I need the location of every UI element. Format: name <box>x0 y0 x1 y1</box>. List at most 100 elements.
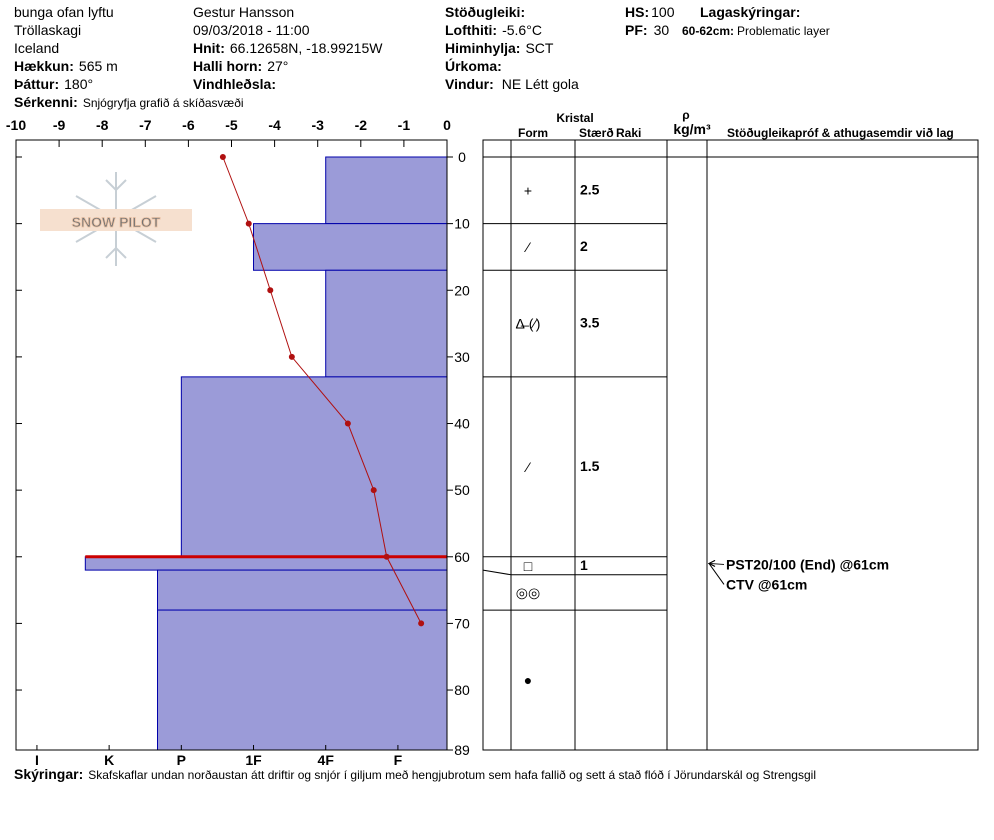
label: Lofthiti: <box>445 22 497 38</box>
label: HS: <box>625 4 649 20</box>
label: Sérkenni: <box>14 94 78 110</box>
hardness-tick-label: P <box>177 752 186 768</box>
value: SCT <box>525 40 553 56</box>
temperature-point <box>288 353 295 360</box>
pf: PF: 30 <box>625 22 669 38</box>
temperature-line <box>222 156 422 624</box>
temperature-point <box>370 487 377 494</box>
layer-connector <box>482 569 512 576</box>
y-tick-label: 30 <box>454 349 470 365</box>
grain-size: 1.5 <box>580 458 600 474</box>
y-tick-label: 60 <box>454 549 470 565</box>
test-comment: CTV @61cm <box>726 576 807 592</box>
grain-form: □ <box>524 558 533 574</box>
temperature-point <box>267 287 274 294</box>
value: Snjógryfja grafið á skíðasvæði <box>83 96 244 110</box>
table-header: Raki <box>616 126 641 140</box>
temperature-point <box>344 420 351 427</box>
logo: SNOW PILOT <box>40 172 192 266</box>
temperature-point <box>383 553 390 560</box>
hardness-bar <box>180 376 448 558</box>
value: NE Létt gola <box>502 76 579 92</box>
wind: Vindur: NE Létt gola <box>445 76 579 92</box>
hardness-bar <box>325 269 448 378</box>
hardness-tick-label: I <box>35 752 39 768</box>
hardness-bar <box>325 156 448 225</box>
precip: Úrkoma: <box>445 57 502 74</box>
temperature-point <box>219 154 226 160</box>
test-arrow <box>708 562 725 565</box>
coords: Hnit: 66.12658N, -18.99215W <box>193 40 383 56</box>
y-tick-label: 89 <box>454 742 470 758</box>
stability: Stöðugleiki: <box>445 4 525 20</box>
y-tick-label: 40 <box>454 416 470 432</box>
label: Hækkun: <box>14 58 74 74</box>
value: 30 <box>654 22 670 38</box>
y-tick-label: 20 <box>454 282 470 298</box>
value: 180° <box>64 76 93 92</box>
grain-form: + <box>524 182 532 198</box>
elevation: Hækkun: 565 m <box>14 58 118 74</box>
table-header: Stöðugleikapróf & athugasemdir við lag <box>727 126 954 140</box>
x-tick-label: -9 <box>53 117 66 133</box>
y-tick-label: 10 <box>454 216 470 232</box>
x-tick-label: -1 <box>398 117 411 133</box>
grain-form: ⁄ <box>524 459 532 475</box>
hardness-bar <box>157 569 448 611</box>
datetime: 09/03/2018 - 11:00 <box>193 22 310 38</box>
grain-size: 3.5 <box>580 315 600 331</box>
label: PF: <box>625 22 648 38</box>
label: Halli horn: <box>193 58 262 74</box>
value: 565 m <box>79 58 118 74</box>
label: Vindur: <box>445 76 494 92</box>
label: Þáttur: <box>14 76 59 92</box>
text: Problematic layer <box>737 24 830 38</box>
table-header: Kristal <box>556 111 593 125</box>
observer: Gestur Hansson <box>193 4 294 20</box>
value: 100 <box>651 4 675 20</box>
grain-size: 1 <box>580 557 588 573</box>
y-tick-label: 0 <box>458 149 466 165</box>
header: bunga ofan lyftu Tröllaskagi Iceland Hæk… <box>14 4 830 110</box>
region: Tröllaskagi <box>14 22 81 38</box>
label: Hnit: <box>193 40 225 56</box>
sky: Himinhylja: SCT <box>445 40 554 56</box>
value: 27° <box>267 58 288 74</box>
text: Skafskaflar undan norðaustan átt driftir… <box>88 768 816 782</box>
country: Iceland <box>14 40 59 56</box>
test-arrowhead <box>707 559 716 567</box>
hardness-tick-label: K <box>104 752 114 768</box>
hardness-tick-label: 4F <box>318 752 335 768</box>
footer: Skýringar: Skafskaflar undan norðaustan á… <box>14 766 816 782</box>
aspect: Þáttur: 180° <box>14 76 93 92</box>
logo-band <box>40 209 192 231</box>
temperature-point <box>245 220 252 227</box>
y-tick-label: 70 <box>454 615 470 631</box>
table-frame <box>482 139 979 751</box>
x-tick-label: -6 <box>182 117 195 133</box>
table-header: Form <box>518 126 548 140</box>
grain-form: ● <box>524 672 532 688</box>
layer-notes-title: Lagaskýringar: <box>700 4 800 20</box>
table-header: ρ <box>682 108 689 122</box>
y-tick-label: 50 <box>454 482 470 498</box>
temperature-point <box>418 620 425 627</box>
logo-text: SNOW PILOT <box>72 214 161 230</box>
hardness-bar <box>157 609 448 751</box>
x-tick-label: -10 <box>6 117 26 133</box>
features: Sérkenni: Snjógryfja grafið á skíðasvæði <box>14 94 244 110</box>
grain-form: Δ̶ (⁄) <box>516 316 541 332</box>
label: Skýringar: <box>14 766 83 782</box>
grain-form: ⁄ <box>524 239 532 255</box>
air-temp: Lofthiti: -5.6°C <box>445 22 542 38</box>
value: 66.12658N, -18.99215W <box>230 40 383 56</box>
x-tick-label: -2 <box>355 117 368 133</box>
label: Himinhylja: <box>445 40 520 56</box>
x-tick-label: -8 <box>96 117 109 133</box>
value: -5.6°C <box>502 22 542 38</box>
test-arrow <box>708 563 725 585</box>
hardness-tick-label: F <box>394 752 403 768</box>
hardness-tick-label: 1F <box>245 752 262 768</box>
wind-loading: Vindhleðsla: <box>193 76 276 92</box>
